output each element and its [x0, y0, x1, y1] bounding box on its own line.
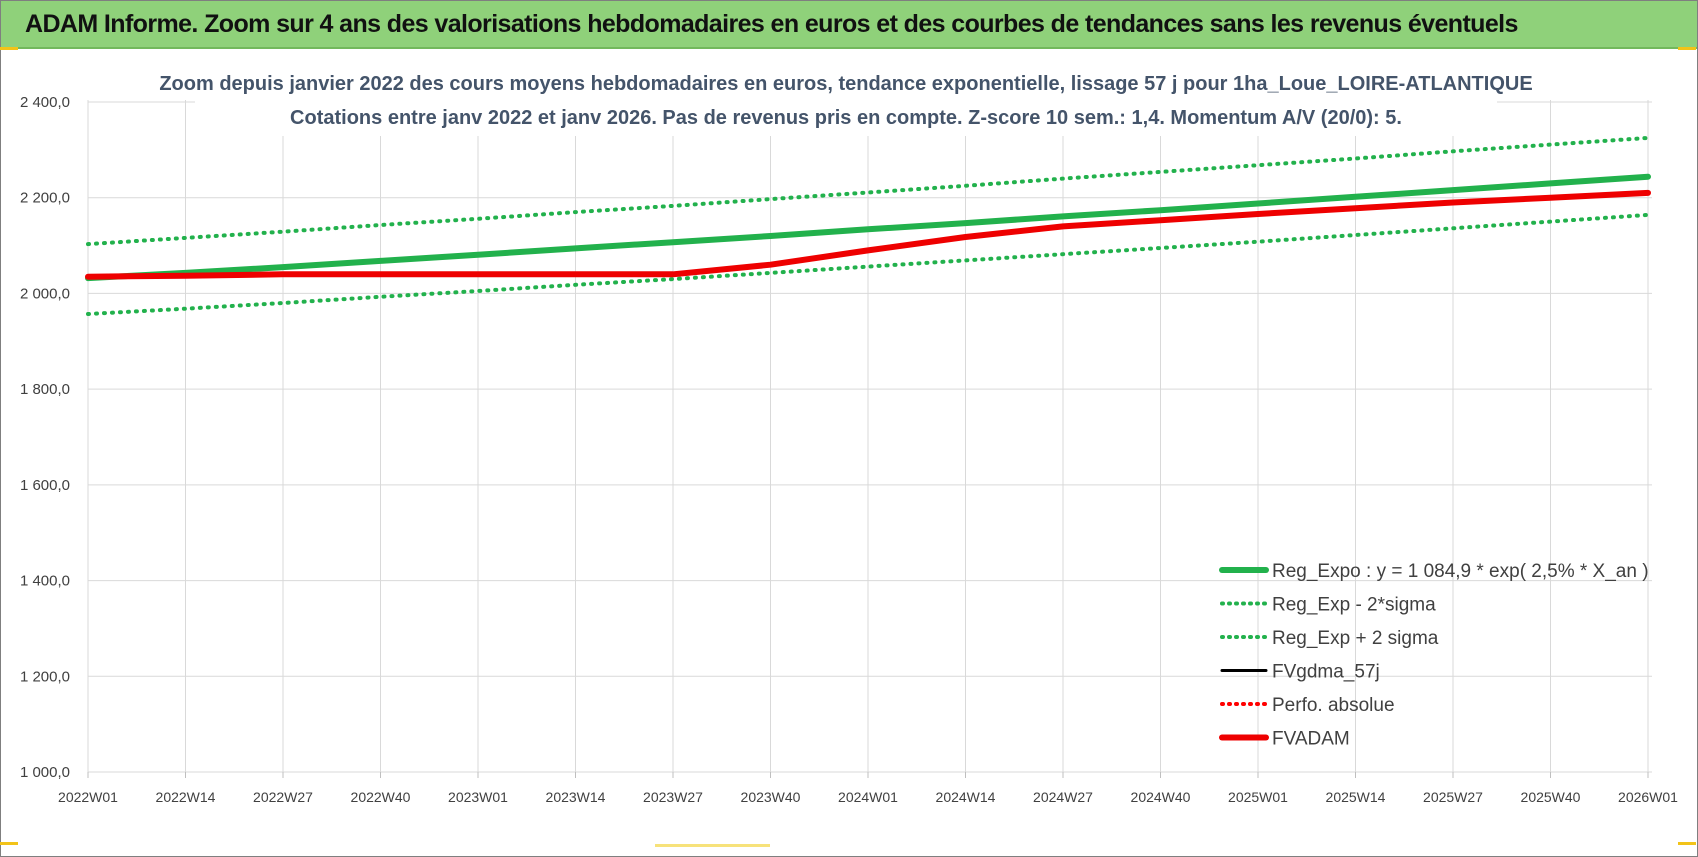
corner-mark-top-left [0, 47, 18, 50]
y-axis: 1 000,0 1 200,0 1 400,0 1 600,0 1 800,0 2 000… [20, 94, 70, 781]
series-line-2 [86, 135, 1650, 247]
x-tick-label: 2022W14 [156, 789, 216, 805]
legend: Reg_Expo : y = 1 084,9 * exp( 2,5% * X_a… [1219, 561, 1649, 750]
corner-mark-top-right [1678, 47, 1696, 50]
x-tick-label: 2026W01 [1618, 789, 1678, 805]
x-tick-label: 2024W40 [1131, 789, 1191, 805]
y-tick-label: 2 200,0 [20, 190, 70, 207]
x-tick-label: 2025W01 [1228, 789, 1288, 805]
x-tick-label: 2023W27 [643, 789, 703, 805]
selection-handle [655, 844, 770, 847]
chart-title: Zoom depuis janvier 2022 des cours moyen… [159, 73, 1532, 95]
x-tick-label: 2024W14 [936, 789, 996, 805]
report-header: ADAM Informe. Zoom sur 4 ans des valoris… [1, 1, 1697, 49]
x-tick-label: 2022W40 [351, 789, 411, 805]
chart-subtitle: Cotations entre janv 2022 et janv 2026. … [290, 107, 1402, 129]
legend-label-4: Perfo. absolue [1272, 695, 1395, 716]
y-tick-label: 1 000,0 [20, 764, 70, 781]
x-tick-label: 2024W27 [1033, 789, 1093, 805]
grid [87, 100, 1652, 773]
y-tick-label: 1 800,0 [20, 381, 70, 398]
y-tick-label: 1 200,0 [20, 668, 70, 685]
x-tick-label: 2025W27 [1423, 789, 1483, 805]
x-tick-label: 2022W01 [58, 789, 118, 805]
y-tick-label: 2 400,0 [20, 94, 70, 111]
legend-label-0: Reg_Expo : y = 1 084,9 * exp( 2,5% * X_a… [1272, 561, 1649, 582]
report-title: ADAM Informe. Zoom sur 4 ans des valoris… [25, 10, 1518, 38]
x-tick-label: 2023W14 [546, 789, 606, 805]
y-tick-label: 1 400,0 [20, 573, 70, 590]
corner-mark-bottom-left [0, 842, 18, 845]
x-tick-label: 2025W14 [1326, 789, 1386, 805]
x-tick-label: 2023W01 [448, 789, 508, 805]
y-tick-label: 2 000,0 [20, 285, 70, 302]
x-tick-label: 2024W01 [838, 789, 898, 805]
series-line-5 [85, 189, 1651, 280]
corner-mark-bottom-right [1678, 842, 1696, 845]
legend-label-3: FVgdma_57j [1272, 662, 1380, 683]
series-line-0 [85, 173, 1651, 282]
x-axis: 2022W01 2022W14 2022W27 2022W40 2023W01 2023W… [58, 772, 1678, 805]
x-tick-label: 2022W27 [253, 789, 313, 805]
legend-label-5: FVADAM [1272, 729, 1350, 750]
title-background [195, 66, 1497, 136]
x-tick-label: 2025W40 [1521, 789, 1581, 805]
plot-area [85, 135, 1651, 316]
legend-label-1: Reg_Exp - 2*sigma [1272, 595, 1436, 616]
legend-label-2: Reg_Exp + 2 sigma [1272, 628, 1439, 649]
y-tick-label: 1 600,0 [20, 477, 70, 494]
x-tick-label: 2023W40 [741, 789, 801, 805]
series-line-1 [86, 212, 1650, 316]
